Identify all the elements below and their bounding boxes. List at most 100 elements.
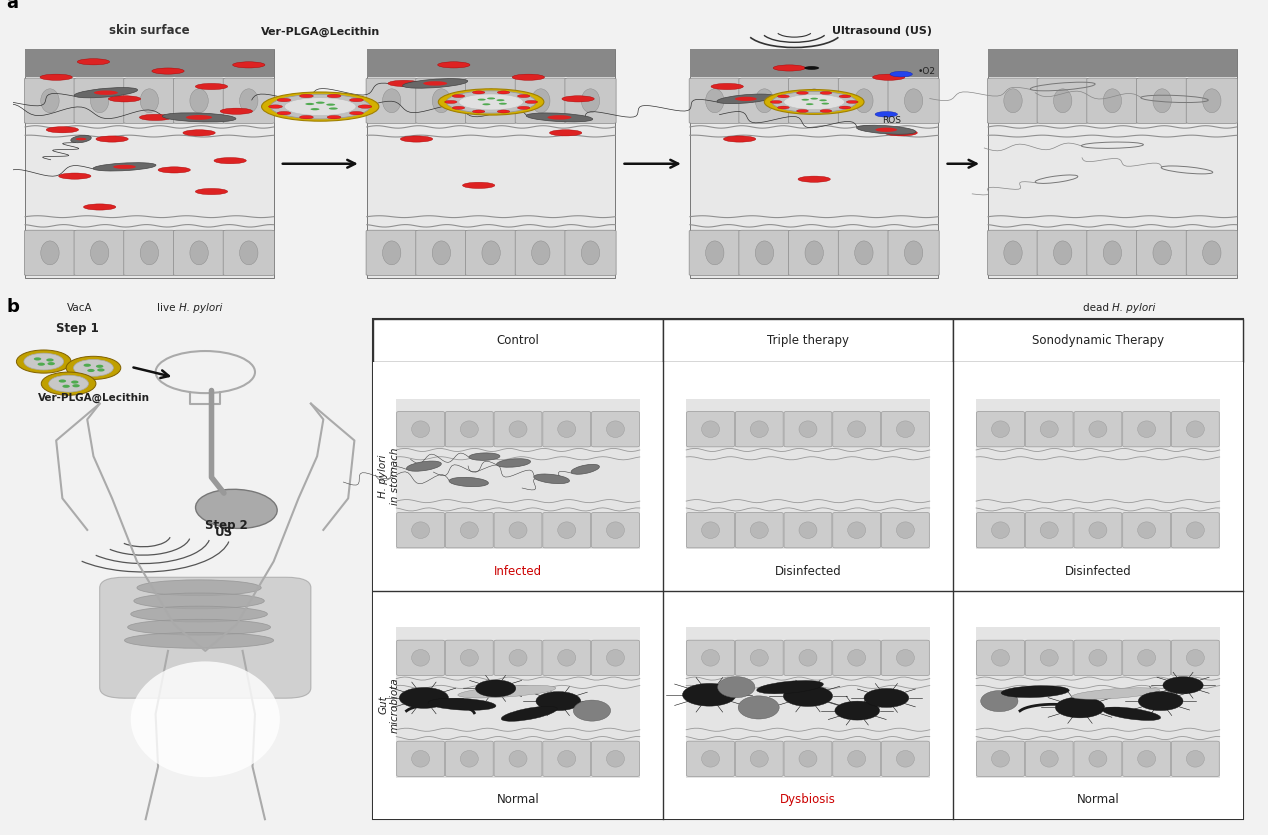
FancyBboxPatch shape xyxy=(690,230,741,276)
FancyBboxPatch shape xyxy=(465,230,516,276)
Circle shape xyxy=(38,362,44,366)
FancyBboxPatch shape xyxy=(1074,741,1122,777)
Circle shape xyxy=(328,108,337,109)
Ellipse shape xyxy=(449,478,488,487)
Text: Step 1: Step 1 xyxy=(56,322,99,335)
Ellipse shape xyxy=(460,522,478,539)
FancyBboxPatch shape xyxy=(838,78,889,124)
Ellipse shape xyxy=(401,136,432,142)
Ellipse shape xyxy=(1187,650,1205,666)
Ellipse shape xyxy=(896,751,914,767)
FancyBboxPatch shape xyxy=(833,640,880,676)
Ellipse shape xyxy=(1202,241,1221,265)
Ellipse shape xyxy=(756,241,773,265)
Ellipse shape xyxy=(1054,241,1071,265)
Circle shape xyxy=(34,357,42,361)
Ellipse shape xyxy=(41,74,72,80)
Circle shape xyxy=(66,357,120,379)
FancyBboxPatch shape xyxy=(1087,230,1137,276)
Circle shape xyxy=(48,375,89,392)
FancyBboxPatch shape xyxy=(833,741,880,777)
Bar xyxy=(690,49,938,77)
FancyBboxPatch shape xyxy=(838,230,889,276)
Circle shape xyxy=(453,106,465,109)
Ellipse shape xyxy=(857,125,915,134)
Bar xyxy=(976,398,1220,549)
Ellipse shape xyxy=(1040,650,1059,666)
FancyBboxPatch shape xyxy=(1074,513,1122,548)
Ellipse shape xyxy=(751,751,768,767)
Circle shape xyxy=(358,105,372,109)
Circle shape xyxy=(784,686,833,706)
Ellipse shape xyxy=(46,127,79,133)
Circle shape xyxy=(498,103,507,104)
Text: Normal: Normal xyxy=(497,793,539,807)
Ellipse shape xyxy=(1137,650,1155,666)
Circle shape xyxy=(846,100,858,104)
Text: Ver-PLGA@Lecithin: Ver-PLGA@Lecithin xyxy=(38,393,150,403)
Circle shape xyxy=(875,112,898,117)
Ellipse shape xyxy=(508,421,527,438)
Bar xyxy=(373,590,663,819)
Circle shape xyxy=(350,99,364,102)
Circle shape xyxy=(446,91,536,113)
Ellipse shape xyxy=(232,62,265,68)
Circle shape xyxy=(517,94,530,98)
Ellipse shape xyxy=(41,241,60,265)
Ellipse shape xyxy=(508,751,527,767)
Circle shape xyxy=(311,108,320,110)
Ellipse shape xyxy=(751,650,768,666)
Circle shape xyxy=(84,364,91,367)
Ellipse shape xyxy=(90,241,109,265)
Circle shape xyxy=(1139,691,1183,711)
FancyBboxPatch shape xyxy=(445,513,493,548)
Ellipse shape xyxy=(508,522,527,539)
Ellipse shape xyxy=(74,88,138,98)
FancyBboxPatch shape xyxy=(465,78,516,124)
Ellipse shape xyxy=(1187,421,1205,438)
Text: live: live xyxy=(157,303,179,313)
Ellipse shape xyxy=(724,136,756,142)
Ellipse shape xyxy=(84,204,115,210)
FancyBboxPatch shape xyxy=(976,640,1025,676)
Bar xyxy=(25,49,274,278)
Ellipse shape xyxy=(240,89,257,113)
Text: Disinfected: Disinfected xyxy=(1065,564,1131,578)
Bar xyxy=(988,49,1236,77)
Ellipse shape xyxy=(1187,522,1205,539)
FancyBboxPatch shape xyxy=(739,78,790,124)
Ellipse shape xyxy=(992,650,1009,666)
Ellipse shape xyxy=(152,68,184,74)
Ellipse shape xyxy=(512,74,544,80)
Circle shape xyxy=(261,92,379,121)
Text: H. pylori: H. pylori xyxy=(1112,303,1156,313)
Circle shape xyxy=(399,687,449,708)
Ellipse shape xyxy=(131,606,268,622)
Circle shape xyxy=(1163,676,1203,694)
Text: Ultrasound (US): Ultrasound (US) xyxy=(832,26,932,36)
Text: Infected: Infected xyxy=(495,564,543,578)
Ellipse shape xyxy=(606,522,624,539)
Text: Dysbiosis: Dysbiosis xyxy=(780,793,836,807)
FancyBboxPatch shape xyxy=(784,640,832,676)
Circle shape xyxy=(299,115,313,119)
Bar xyxy=(988,49,1236,278)
FancyBboxPatch shape xyxy=(784,741,832,777)
Ellipse shape xyxy=(128,620,270,635)
Text: Ver-PLGA@Lecithin: Ver-PLGA@Lecithin xyxy=(261,27,380,37)
Ellipse shape xyxy=(558,751,576,767)
Circle shape xyxy=(459,94,524,110)
Circle shape xyxy=(47,362,55,365)
Circle shape xyxy=(497,110,510,113)
Ellipse shape xyxy=(735,97,757,101)
Ellipse shape xyxy=(848,751,866,767)
Text: ROS: ROS xyxy=(883,116,902,125)
Circle shape xyxy=(820,109,832,113)
FancyBboxPatch shape xyxy=(789,230,839,276)
FancyBboxPatch shape xyxy=(223,230,274,276)
Bar xyxy=(686,627,929,778)
FancyBboxPatch shape xyxy=(735,412,784,447)
Text: Control: Control xyxy=(497,334,539,347)
Ellipse shape xyxy=(71,135,91,143)
Ellipse shape xyxy=(799,421,817,438)
